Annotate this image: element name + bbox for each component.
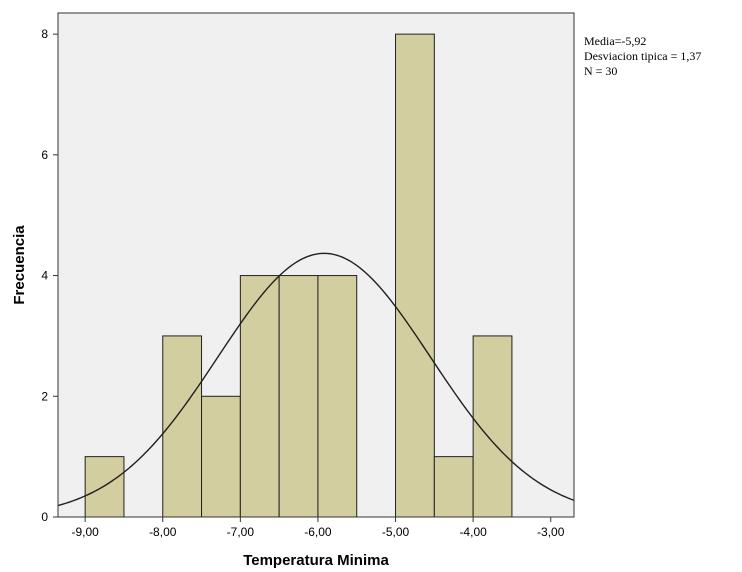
y-tick-label: 2 [41, 389, 48, 403]
histogram-bar [278, 275, 319, 518]
y-axis-title: Frecuencia [11, 225, 28, 305]
x-tick-label: -5,00 [382, 525, 410, 539]
normal-curve [57, 252, 575, 507]
histogram-bar [317, 275, 358, 518]
y-tick-label: 4 [41, 269, 48, 283]
x-axis-title: Temperatura Minima [243, 552, 389, 569]
stats-std-dev: Desviacion tipica = 1,37 [584, 49, 701, 63]
x-tick-label: -9,00 [71, 525, 99, 539]
plot-frame [57, 12, 575, 518]
histogram-bar [433, 456, 474, 518]
histogram-bars [84, 33, 513, 518]
stats-n: N = 30 [584, 64, 617, 78]
y-tick-label: 0 [41, 510, 48, 524]
x-tick-label: -6,00 [304, 525, 332, 539]
y-axis: 0 2 4 6 8 [41, 27, 58, 524]
x-tick-label: -7,00 [227, 525, 255, 539]
x-tick-label: -4,00 [459, 525, 487, 539]
y-tick-label: 6 [41, 148, 48, 162]
histogram-bar [395, 33, 435, 518]
x-tick-label: -8,00 [149, 525, 177, 539]
y-tick-label: 8 [41, 27, 48, 41]
x-axis: -9,00 -8,00 -7,00 -6,00 -5,00 -4,00 -3,00 [71, 517, 565, 539]
stats-mean: Media=-5,92 [584, 34, 646, 48]
histogram-bar [84, 456, 125, 518]
histogram-bar [201, 395, 241, 518]
x-tick-label: -3,00 [537, 525, 565, 539]
histogram-bar [239, 275, 280, 518]
statistics-legend: Media=-5,92 Desviacion tipica = 1,37 N =… [584, 34, 701, 78]
